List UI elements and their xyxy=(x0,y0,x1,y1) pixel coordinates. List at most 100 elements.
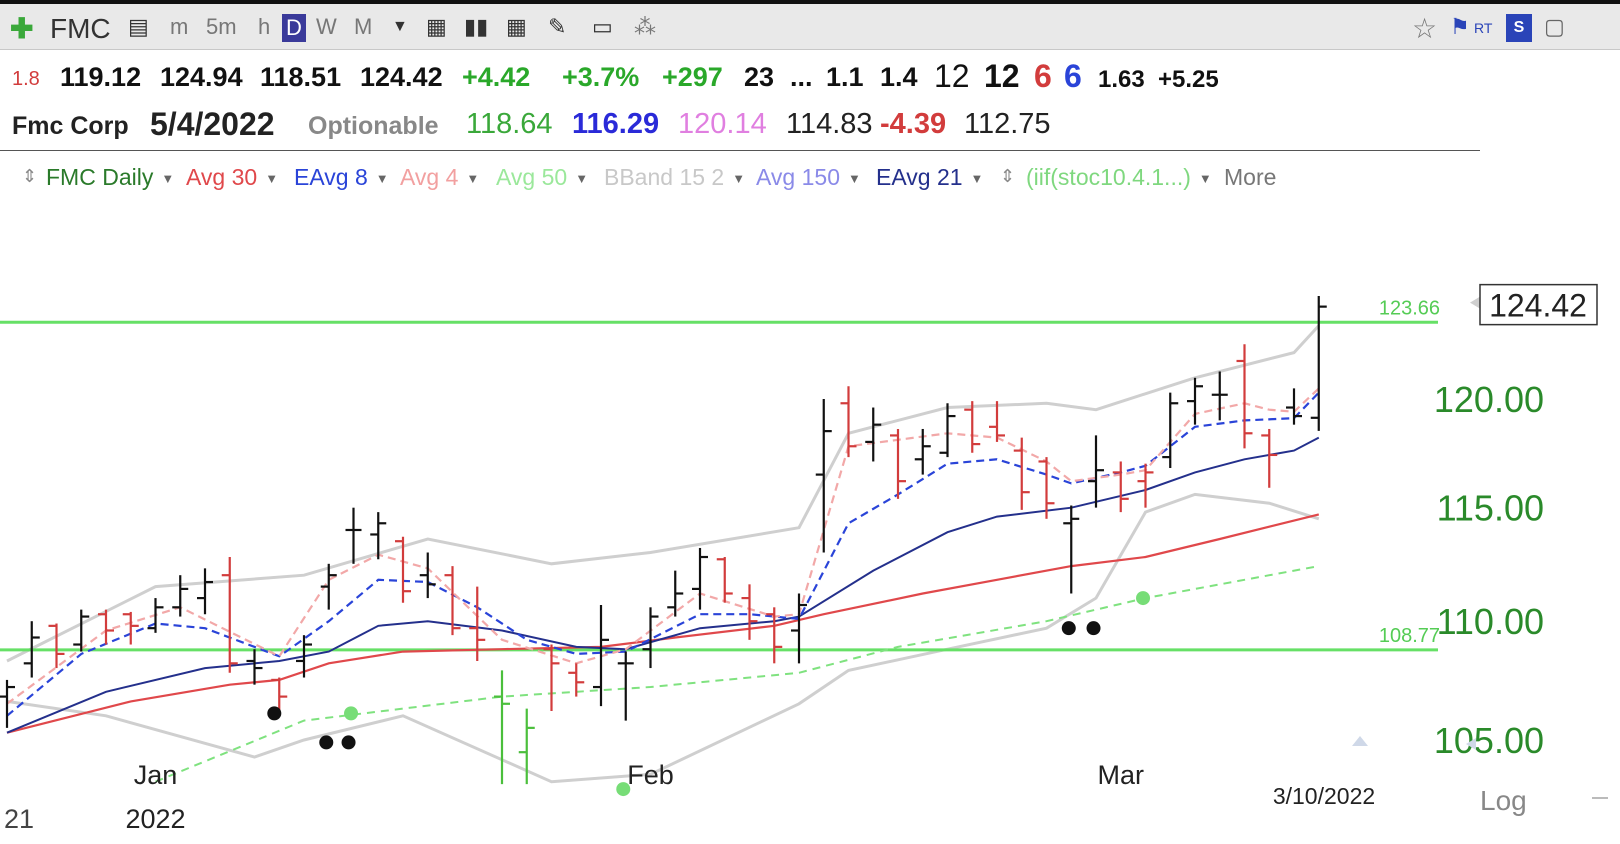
ohlc-bar-43 xyxy=(1063,505,1080,594)
ohlc-bar-44 xyxy=(1088,435,1104,508)
volume-change: +297 xyxy=(662,62,723,92)
study-eavg21[interactable]: EAvg 21 ▼ xyxy=(876,164,984,190)
ohlc-bar-42 xyxy=(1038,457,1055,519)
y-tick-label-1: 115.00 xyxy=(1437,488,1544,529)
table-icon[interactable]: ▦ xyxy=(506,14,527,39)
ohlc-bar-6 xyxy=(147,598,164,633)
symbol-label[interactable]: FMC xyxy=(50,13,111,44)
ohlc-bar-47 xyxy=(1162,392,1179,469)
study-label: Avg 150 xyxy=(756,164,840,190)
avg30-line xyxy=(6,513,1320,734)
study-eavg8[interactable]: EAvg 8 ▼ xyxy=(294,164,389,190)
ohlc-bar-46 xyxy=(1137,463,1154,508)
signal-dot-4 xyxy=(616,782,631,797)
study-avg30[interactable]: Avg 30 ▼ xyxy=(186,164,279,190)
interval-mo[interactable]: M xyxy=(354,14,373,39)
quote-v6: 6 xyxy=(1034,58,1052,94)
stat-n6: 112.75 xyxy=(964,108,1051,140)
avg4-line xyxy=(6,387,1320,705)
chart-type-icon[interactable]: ▦ xyxy=(426,14,447,39)
log-scale-toggle: Log xyxy=(1480,785,1527,816)
signal-dot-7 xyxy=(1136,591,1151,606)
ohlc-bar-24 xyxy=(593,605,609,707)
reorder-icon[interactable]: ⇕ xyxy=(22,166,38,186)
ohlc-bar-25 xyxy=(617,651,634,721)
chart-toolbar: ✚ FMC ▤ m 5m h D W M ▼ ▦ ▮▮ ▦ ✎ ▭ ⁂ ☆ ⚑ … xyxy=(0,0,1620,50)
quote-v5: 12 xyxy=(984,58,1020,94)
ohlc-bar-5 xyxy=(122,611,139,645)
ohlc-bar-3 xyxy=(73,609,90,652)
study-label: Avg 30 xyxy=(186,164,258,190)
study-bband[interactable]: BBand 15 2 ▼ xyxy=(604,164,746,190)
signal-dot-1 xyxy=(319,735,334,750)
signal-dot-6 xyxy=(1086,621,1101,636)
ohlc-bar-33 xyxy=(815,399,832,553)
close-price: 124.42 xyxy=(360,62,443,92)
print-icon[interactable]: ▤ xyxy=(128,14,149,39)
study-fmc-daily[interactable]: FMC Daily ▼ xyxy=(46,164,175,190)
add-icon[interactable]: ✚ xyxy=(10,13,34,44)
interval-w[interactable]: W xyxy=(316,14,337,39)
study-stoc[interactable]: (iif(stoc10.4.1...) ▼ xyxy=(1026,164,1212,190)
ohlc-bar-28 xyxy=(692,547,708,610)
quote-ellipsis: ... xyxy=(790,62,813,92)
star-icon[interactable]: ☆ xyxy=(1412,13,1438,44)
ohlc-bar-19 xyxy=(469,586,486,661)
flag-icon[interactable]: ⚑ xyxy=(1450,14,1470,39)
ohlc-bar-22 xyxy=(543,644,560,711)
horizontal-line-label-1: 123.66 xyxy=(1379,297,1440,319)
quote-date: 5/4/2022 xyxy=(150,106,275,142)
study-avg4[interactable]: Avg 4 ▼ xyxy=(400,164,480,190)
ohlc-bar-52 xyxy=(1286,388,1302,425)
interval-dropdown-icon[interactable]: ▼ xyxy=(392,18,408,35)
study-label: (iif(stoc10.4.1...) xyxy=(1026,164,1191,190)
quote-v3: 1.4 xyxy=(880,62,918,92)
study-label: BBand 15 2 xyxy=(604,164,725,190)
ohlc-bar-11 xyxy=(271,677,288,714)
price-chart[interactable]: 108.77 123.66 120.00 115.00 110.00 105.00 124… xyxy=(0,198,1620,844)
ohlc-bar-21 xyxy=(518,708,535,785)
ohlc-bar-18 xyxy=(444,566,461,636)
interval-h[interactable]: h xyxy=(258,14,271,39)
horizontal-lines: 108.77 123.66 xyxy=(0,297,1440,652)
stat-n4: 114.83 xyxy=(786,108,873,140)
ohlc-bar-4 xyxy=(98,609,114,645)
study-avg50[interactable]: Avg 50 ▼ xyxy=(496,164,589,190)
ohlc-bar-50 xyxy=(1236,344,1253,449)
signal-dot-0 xyxy=(267,706,282,721)
interval-5m[interactable]: 5m xyxy=(206,14,237,39)
last-price-label: 124.42 xyxy=(1489,288,1587,324)
ohlc-bar-13 xyxy=(320,563,337,610)
layout-icon[interactable]: ▭ xyxy=(592,14,613,39)
quote-v2: 1.1 xyxy=(826,62,864,92)
horizontal-line-label-0: 108.77 xyxy=(1379,625,1440,647)
ohlc-bar-49 xyxy=(1211,371,1228,421)
y-tick-label-3: 105.00 xyxy=(1434,720,1544,761)
signal-icon[interactable]: S xyxy=(1506,14,1532,42)
ohlc-bar-41 xyxy=(1013,437,1030,510)
study-avg150[interactable]: Avg 150 ▼ xyxy=(756,164,861,190)
study-label: EAvg 8 xyxy=(294,164,368,190)
interval-d[interactable]: D xyxy=(282,14,306,42)
realtime-badge[interactable]: RT xyxy=(1474,20,1493,36)
ohlc-bar-2 xyxy=(48,623,65,669)
ohlc-bar-35 xyxy=(865,407,882,462)
signal-dots xyxy=(267,591,1151,797)
bar-chart-icon[interactable]: ▮▮ xyxy=(464,14,489,39)
more-button[interactable]: More xyxy=(1224,164,1277,190)
share-icon[interactable]: ⁂ xyxy=(634,14,656,39)
ohlc-bar-29 xyxy=(716,557,733,603)
reorder-icon[interactable]: ⇕ xyxy=(1000,166,1016,186)
ohlc-bar-12 xyxy=(296,635,312,678)
optionable-label: Optionable xyxy=(308,112,439,140)
interval-m[interactable]: m xyxy=(170,14,189,39)
quote-v1: 23 xyxy=(744,62,775,92)
quote-row: 1.8 119.12 124.94 118.51 124.42 +4.42 +3… xyxy=(0,52,1620,102)
quote-v4: 12 xyxy=(934,58,970,94)
change-small: 1.8 xyxy=(12,68,40,90)
draw-pencil-icon[interactable]: ✎ xyxy=(548,14,567,39)
save-icon[interactable]: ▢ xyxy=(1544,14,1565,39)
stat-n5: -4.39 xyxy=(880,108,947,140)
ohlc-bar-14 xyxy=(345,507,362,564)
study-label: Avg 4 xyxy=(400,164,459,190)
